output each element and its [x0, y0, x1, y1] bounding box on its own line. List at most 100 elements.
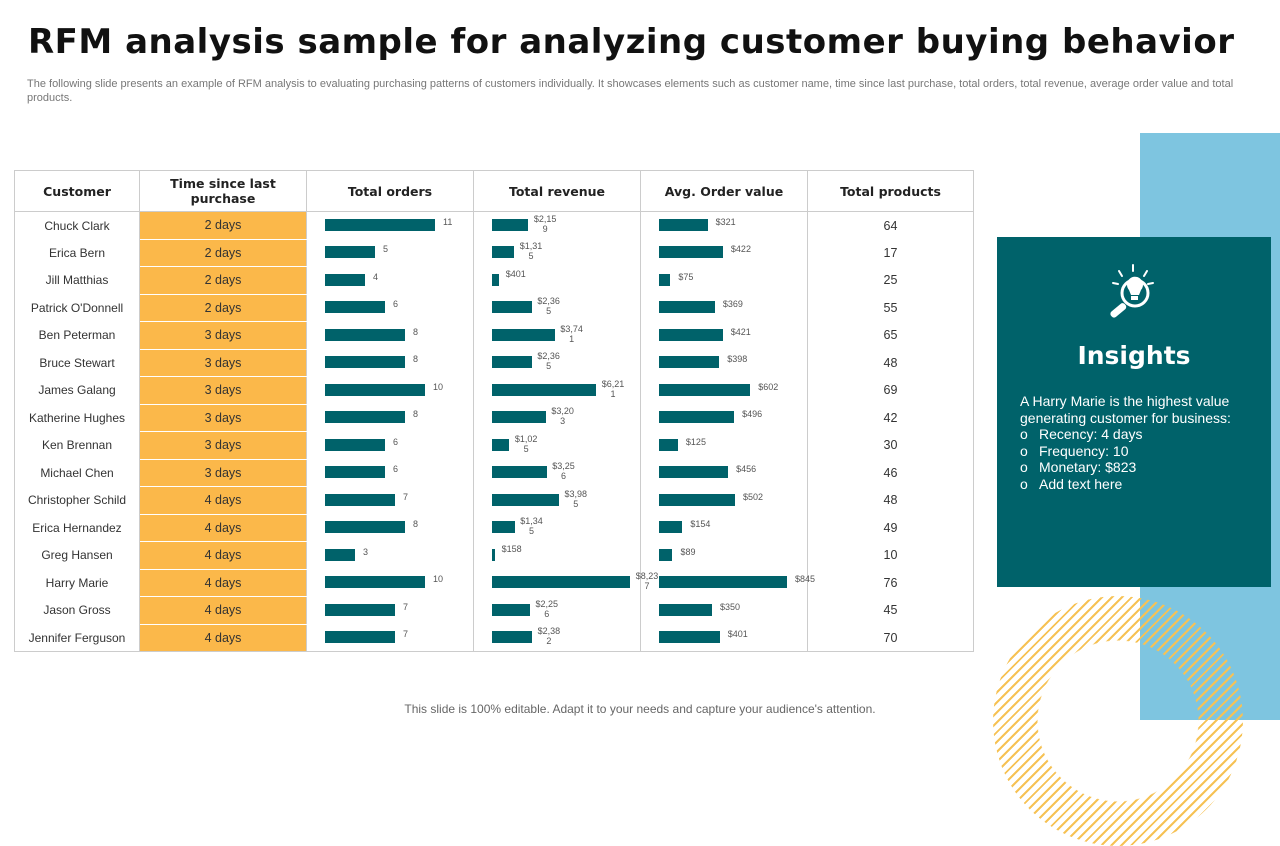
aov-bar [659, 383, 751, 396]
header-total-revenue: Total revenue [473, 170, 641, 212]
orders-cell: 11 [306, 211, 474, 239]
revenue-bar [492, 246, 515, 258]
header-total-products: Total products [807, 170, 974, 212]
orders-label: 6 [393, 464, 399, 474]
aov-label: $89 [680, 546, 696, 557]
aov-cell: $422 [640, 239, 808, 267]
table-row: Ben Peterman 3 days 8 $3,741 $421 65 [14, 321, 974, 350]
recency-value: 2 days [139, 266, 307, 295]
revenue-label: $6,211 [601, 378, 625, 399]
total-products: 48 [807, 486, 974, 514]
aov-cell: $502 [640, 486, 808, 514]
aov-bar [659, 631, 720, 643]
table-row: James Galang 3 days 10 $6,211 $602 69 [14, 376, 974, 405]
revenue-cell: $8,237 [473, 569, 658, 597]
aov-cell: $401 [640, 624, 808, 652]
revenue-bar [492, 548, 495, 561]
aov-label: $421 [730, 326, 751, 337]
table-row: Erica Bern 2 days 5 $1,315 $422 17 [14, 239, 974, 267]
aov-label: $75 [678, 271, 694, 282]
aov-label: $845 [795, 574, 816, 584]
orders-bar [325, 576, 425, 588]
table-row: Patrick O'Donnell 2 days 6 $2,365 $369 55 [14, 294, 974, 322]
revenue-cell: $2,365 [473, 294, 641, 322]
aov-cell: $321 [640, 211, 808, 239]
customer-name: Michael Chen [14, 459, 140, 487]
revenue-bar [492, 438, 510, 451]
header-avg-order-value: Avg. Order value [640, 170, 808, 212]
aov-cell: $496 [640, 404, 808, 432]
revenue-cell: $1,315 [473, 239, 641, 267]
revenue-label: $3,741 [560, 323, 583, 344]
orders-bar [325, 603, 395, 616]
revenue-bar [492, 273, 499, 286]
orders-cell: 6 [306, 294, 474, 322]
revenue-cell: $3,203 [473, 404, 641, 432]
table-row: Chuck Clark 2 days 11 $2,159 $321 64 [14, 211, 974, 240]
table-row: Ken Brennan 3 days 6 $1,025 $125 30 [14, 431, 974, 460]
recency-value: 3 days [139, 459, 307, 487]
orders-bar [325, 411, 405, 423]
revenue-bar [492, 631, 532, 643]
orders-cell: 3 [306, 541, 474, 569]
orders-label: 8 [413, 354, 419, 364]
customer-name: James Galang [14, 376, 140, 404]
orders-label: 6 [393, 436, 399, 447]
orders-label: 3 [363, 546, 369, 557]
revenue-cell: $3,256 [473, 459, 641, 487]
orders-label: 5 [383, 244, 389, 254]
orders-label: 10 [433, 574, 444, 584]
revenue-bar [492, 521, 515, 533]
revenue-cell: $2,382 [473, 624, 641, 652]
revenue-bar [492, 219, 529, 231]
customer-name: Ken Brennan [14, 431, 140, 459]
orders-label: 8 [413, 519, 419, 529]
total-products: 65 [807, 321, 974, 349]
total-products: 42 [807, 404, 974, 432]
recency-value: 4 days [139, 486, 307, 515]
aov-bar [659, 246, 723, 258]
revenue-cell: $1,025 [473, 431, 641, 459]
total-products: 69 [807, 376, 974, 404]
total-products: 17 [807, 239, 974, 267]
orders-label: 6 [393, 299, 399, 309]
revenue-label: $158 [501, 543, 522, 554]
header-customer: Customer [14, 170, 140, 212]
recency-value: 3 days [139, 349, 307, 377]
revenue-label: $3,203 [551, 406, 574, 426]
orders-cell: 10 [306, 376, 474, 404]
aov-cell: $75 [640, 266, 808, 294]
recency-value: 4 days [139, 624, 307, 652]
revenue-bar [492, 466, 547, 478]
customer-name: Harry Marie [14, 569, 140, 597]
table-row: Katherine Hughes 3 days 8 $3,203 $496 42 [14, 404, 974, 432]
table-row: Jill Matthias 2 days 4 $401 $75 25 [14, 266, 974, 295]
customer-name: Erica Bern [14, 239, 140, 267]
orders-bar [325, 219, 435, 231]
aov-cell: $154 [640, 514, 808, 542]
header-total-orders: Total orders [306, 170, 474, 212]
revenue-label: $1,025 [514, 433, 538, 454]
total-products: 30 [807, 431, 974, 459]
revenue-cell: $2,365 [473, 349, 641, 377]
revenue-label: $2,365 [537, 296, 560, 316]
customer-name: Chuck Clark [14, 211, 140, 239]
aov-label: $125 [685, 436, 706, 447]
revenue-cell: $158 [473, 541, 641, 569]
revenue-label: $2,382 [537, 626, 561, 646]
table-row: Harry Marie 4 days 10 $8,237 $845 76 [14, 569, 974, 597]
orders-label: 10 [433, 381, 444, 392]
aov-cell: $602 [640, 376, 808, 404]
recency-value: 3 days [139, 376, 307, 405]
aov-bar [659, 493, 736, 506]
orders-label: 7 [403, 601, 409, 612]
customer-name: Katherine Hughes [14, 404, 140, 432]
recency-value: 2 days [139, 239, 307, 267]
orders-bar [325, 493, 395, 506]
aov-bar [659, 356, 720, 368]
total-products: 45 [807, 596, 974, 624]
orders-bar [325, 631, 395, 643]
customer-name: Ben Peterman [14, 321, 140, 349]
aov-bar [659, 466, 729, 478]
aov-cell: $398 [640, 349, 808, 377]
